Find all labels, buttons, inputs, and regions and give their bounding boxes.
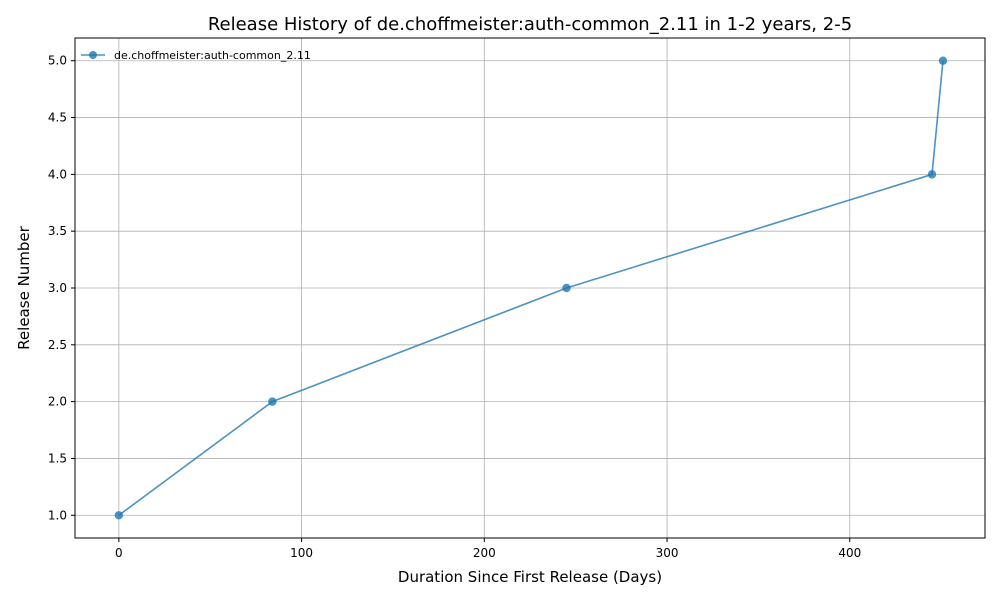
x-tick-label: 100: [290, 546, 313, 560]
data-point: [938, 56, 948, 65]
x-axis-label: Duration Since First Release (Days): [398, 568, 662, 586]
data-point: [268, 397, 277, 406]
legend: de.choffmeister:auth-common_2.11: [81, 49, 311, 62]
y-tick-label: 4.0: [48, 167, 67, 181]
x-tick-label: 400: [838, 546, 861, 560]
y-tick-label: 1.5: [48, 451, 67, 465]
y-tick-label: 2.0: [48, 395, 67, 409]
y-tick-label: 1.0: [48, 508, 67, 522]
x-tick-label: 300: [656, 546, 679, 560]
legend-marker: [89, 51, 97, 59]
data-point: [927, 170, 937, 179]
series-layer: [114, 56, 948, 520]
y-axis-label: Release Number: [15, 225, 33, 349]
y-tick-label: 3.5: [48, 224, 67, 238]
grid-lines: [75, 38, 985, 538]
y-tick-label: 3.0: [48, 281, 67, 295]
data-point: [114, 511, 124, 520]
data-point: [562, 283, 571, 293]
legend-label: de.choffmeister:auth-common_2.11: [114, 49, 311, 62]
y-tick-label: 4.5: [48, 111, 67, 125]
y-tick-label: 5.0: [48, 54, 67, 68]
axis-ticks: 0 100 200 300 400 1.0 1.5 2.0 2.5 3.0 3.5 4.0 4.5 5.0: [48, 54, 861, 560]
chart-title: Release History of de.choffmeister:auth-…: [208, 14, 852, 35]
x-tick-label: 0: [115, 546, 123, 560]
y-tick-label: 2.5: [48, 338, 67, 352]
x-tick-label: 200: [473, 546, 496, 560]
